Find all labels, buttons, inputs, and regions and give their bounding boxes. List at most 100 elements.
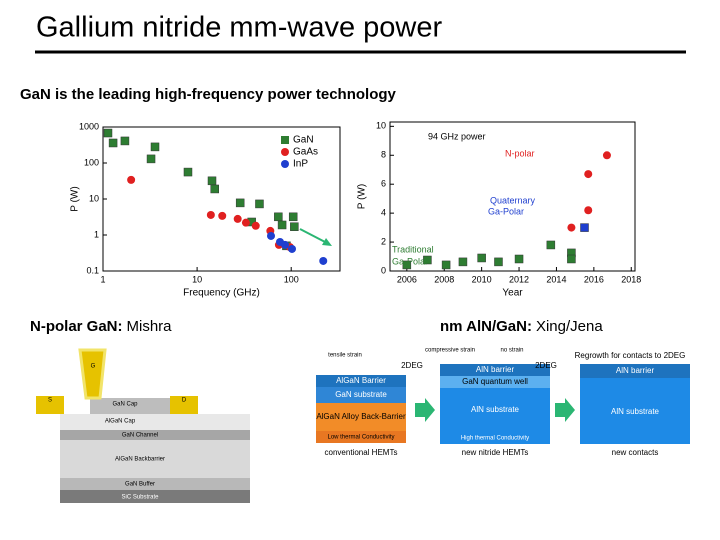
strain-label: compressive strain: [425, 348, 475, 354]
trend-arrow: [299, 228, 328, 244]
y-tick-label: 0.1: [86, 265, 99, 275]
layer: [440, 376, 550, 388]
layer-label: GaN Channel: [122, 433, 158, 439]
point: [584, 170, 593, 179]
layer: [316, 403, 406, 431]
slide-title: Gallium nitride mm-wave power: [36, 12, 442, 44]
layer: [316, 431, 406, 443]
y-tick-label: 10: [376, 121, 386, 131]
annotation: Ga-Polar: [488, 206, 524, 216]
layer: [580, 378, 690, 444]
y-axis-label: P (W): [357, 184, 368, 209]
annotation: Traditional: [392, 244, 434, 254]
point: [255, 199, 264, 209]
step-arrow: [415, 398, 435, 422]
y-tick-label: 6: [381, 179, 386, 189]
point: [441, 260, 451, 270]
x-tick-label: 10: [192, 274, 202, 284]
point: [288, 244, 297, 253]
point: [274, 212, 283, 222]
point: [584, 206, 593, 215]
point: [277, 220, 287, 230]
layer-label: AlGaN Backbarrier: [115, 457, 165, 463]
layer: [60, 414, 250, 430]
annotation: N-polar: [505, 148, 535, 158]
layer: [440, 388, 550, 432]
layer-label: AlGaN Cap: [105, 419, 136, 425]
layer: [60, 478, 250, 490]
point: [108, 138, 118, 148]
point: [103, 128, 113, 138]
point: [218, 211, 227, 220]
point: [514, 254, 524, 264]
layer: [440, 432, 550, 444]
point: [206, 210, 215, 219]
layer-label: SiC Substrate: [121, 495, 159, 501]
plot-frame: [389, 121, 636, 272]
layer: [60, 490, 250, 503]
panel-caption: conventional HEMTs: [325, 448, 398, 457]
point: [402, 260, 412, 270]
x-tick-label: 2014: [546, 274, 566, 284]
point: [241, 218, 250, 227]
legend-label: GaAs: [293, 147, 318, 158]
strain-label: tensile strain: [328, 353, 362, 359]
point: [207, 176, 217, 186]
point: [494, 257, 503, 267]
legend-label: GaN: [293, 135, 314, 146]
annotation: Quaternary: [490, 195, 536, 205]
arrow-head: [322, 238, 332, 246]
contact: [170, 396, 198, 414]
caption: nm AlN/GaN: Xing/Jena: [440, 318, 603, 335]
point: [281, 240, 290, 249]
x-tick-label: 2010: [472, 274, 492, 284]
x-tick-label: 2006: [397, 274, 417, 284]
2deg-label: 2DEG: [401, 361, 423, 370]
x-tick-label: 2016: [584, 274, 604, 284]
layer-label: AlN barrier: [476, 365, 515, 374]
x-tick-label: 2012: [509, 274, 529, 284]
point: [458, 257, 468, 267]
step-arrow: [555, 398, 575, 422]
layer: [580, 364, 690, 378]
layer-label: GaN Cap: [112, 402, 138, 408]
point: [235, 198, 245, 208]
point: [146, 154, 156, 164]
point: [288, 212, 298, 222]
x-tick-label: 2008: [434, 274, 454, 284]
contact-label: S: [48, 398, 52, 404]
point: [602, 151, 611, 160]
device-diagram: GaN Cap AlGaN Cap GaN Channel AlGaN Back…: [36, 348, 250, 503]
annotation: 94 GHz power: [428, 131, 486, 141]
y-tick-label: 4: [381, 208, 386, 218]
layer-label: GaN quantum well: [462, 377, 528, 386]
subtitle: GaN is the leading high-frequency power …: [20, 86, 397, 103]
y-tick-label: 1: [94, 229, 99, 239]
layer: [90, 398, 175, 414]
point: [423, 255, 432, 265]
caption: N-polar GaN: Mishra: [30, 318, 172, 335]
layer: [316, 387, 406, 403]
legend-swatch: [281, 160, 289, 168]
layer-label: AlGaN Barrier: [336, 376, 386, 385]
layer: [60, 430, 250, 440]
point: [580, 223, 589, 232]
y-tick-label: 2: [381, 236, 386, 246]
legend-label: InP: [293, 159, 308, 170]
point: [567, 223, 576, 232]
layer-label: Low thermal Conductivity: [327, 435, 394, 441]
x-tick-label: 1: [100, 274, 105, 284]
layer-label: AlN substrate: [471, 405, 520, 414]
caption-text: Xing/Jena: [536, 318, 603, 335]
contact-label: G: [91, 364, 96, 370]
y-tick-label: 1000: [79, 121, 99, 131]
hemt-diagram: tensile strain compressive strain no str…: [316, 348, 690, 457]
point: [251, 221, 260, 230]
panel-caption: new nitride HEMTs: [462, 448, 529, 457]
contact-label: D: [182, 398, 187, 404]
point: [290, 222, 299, 231]
layer-label: GaN substrate: [335, 390, 387, 399]
point: [183, 167, 193, 177]
y-tick-label: 8: [381, 150, 386, 160]
